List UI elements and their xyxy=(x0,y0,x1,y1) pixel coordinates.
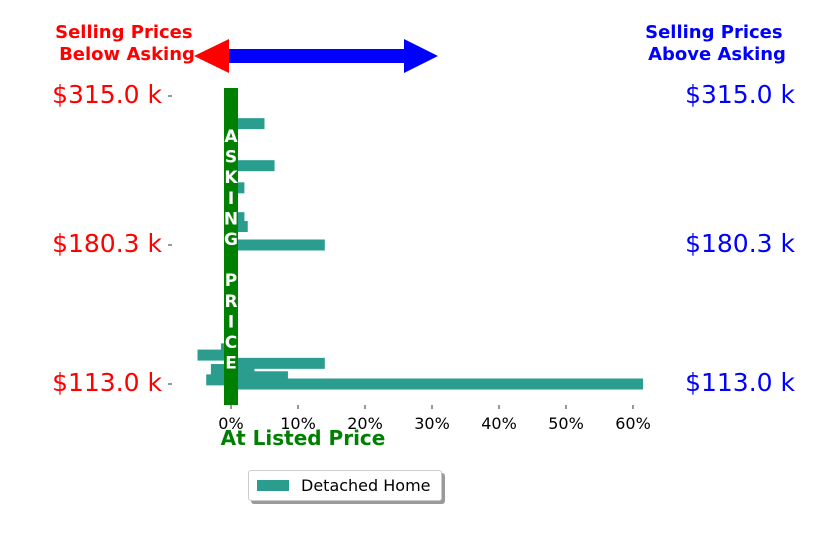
bar-5 xyxy=(231,357,325,369)
y-tick-right-0: $113.0 k xyxy=(685,368,795,397)
y-tick-left-1: $180.3 k xyxy=(52,229,162,258)
asking-letter-0: A xyxy=(224,127,238,147)
legend-label: Detached Home xyxy=(301,476,431,495)
y-tick-labels-right: $113.0 k $180.3 k $315.0 k xyxy=(685,80,795,397)
asking-letter-11: E xyxy=(225,354,237,374)
above-asking-line-1: Selling Prices xyxy=(645,22,782,43)
y-tick-left-0: $113.0 k xyxy=(52,368,162,397)
bar-1 xyxy=(206,374,231,386)
bar-10 xyxy=(231,239,325,251)
bar-16 xyxy=(231,118,265,130)
arrow-shaft xyxy=(229,49,405,63)
arrow-head-right xyxy=(404,39,438,73)
below-asking-annotation: Selling Prices Below Asking xyxy=(55,22,199,65)
x-tick-label-5: 50% xyxy=(548,414,584,433)
bar-3 xyxy=(231,368,255,380)
x-tick-label-6: 60% xyxy=(615,414,651,433)
below-asking-line-2: Below Asking xyxy=(59,44,195,65)
above-asking-line-2: Above Asking xyxy=(648,44,786,65)
x-tick-label-3: 30% xyxy=(414,414,450,433)
bar-6 xyxy=(197,349,231,361)
x-axis-label: At Listed Price xyxy=(221,426,386,450)
asking-letter-2: K xyxy=(224,168,238,188)
below-asking-line-1: Selling Prices xyxy=(55,22,192,43)
asking-letter-5: G xyxy=(224,230,238,250)
asking-letter-4: N xyxy=(224,209,238,229)
y-tick-right-1: $180.3 k xyxy=(685,229,795,258)
arrow-head-left xyxy=(194,39,229,73)
asking-price-bar xyxy=(224,88,238,405)
asking-letter-8: R xyxy=(224,292,237,312)
asking-letter-10: C xyxy=(225,333,237,353)
bar-4 xyxy=(210,364,231,376)
x-tick-label-4: 40% xyxy=(481,414,517,433)
legend: Detached Home xyxy=(248,470,442,501)
asking-letter-3: I xyxy=(228,189,234,209)
x-tick-labels: 0% 10% 20% 30% 40% 50% 60% xyxy=(218,405,651,433)
bar-0 xyxy=(231,378,644,390)
y-tick-right-2: $315.0 k xyxy=(685,80,795,109)
above-asking-annotation: Selling Prices Above Asking xyxy=(645,22,789,65)
bar-15 xyxy=(231,160,275,172)
x-tick-label-1: 10% xyxy=(280,414,316,433)
asking-letter-9: I xyxy=(228,312,234,332)
y-tick-left-2: $315.0 k xyxy=(52,80,162,109)
asking-letter-1: S xyxy=(225,148,237,168)
x-tick-label-0: 0% xyxy=(218,414,243,433)
bar-2 xyxy=(231,371,288,383)
x-tick-label-2: 20% xyxy=(347,414,383,433)
asking-letter-7: P xyxy=(225,271,237,291)
y-tick-labels-left: $113.0 k $180.3 k $315.0 k xyxy=(52,80,172,397)
bar-11 xyxy=(231,221,248,233)
direction-arrow xyxy=(194,39,438,73)
legend-swatch xyxy=(257,480,289,491)
bars-layer xyxy=(197,90,644,390)
